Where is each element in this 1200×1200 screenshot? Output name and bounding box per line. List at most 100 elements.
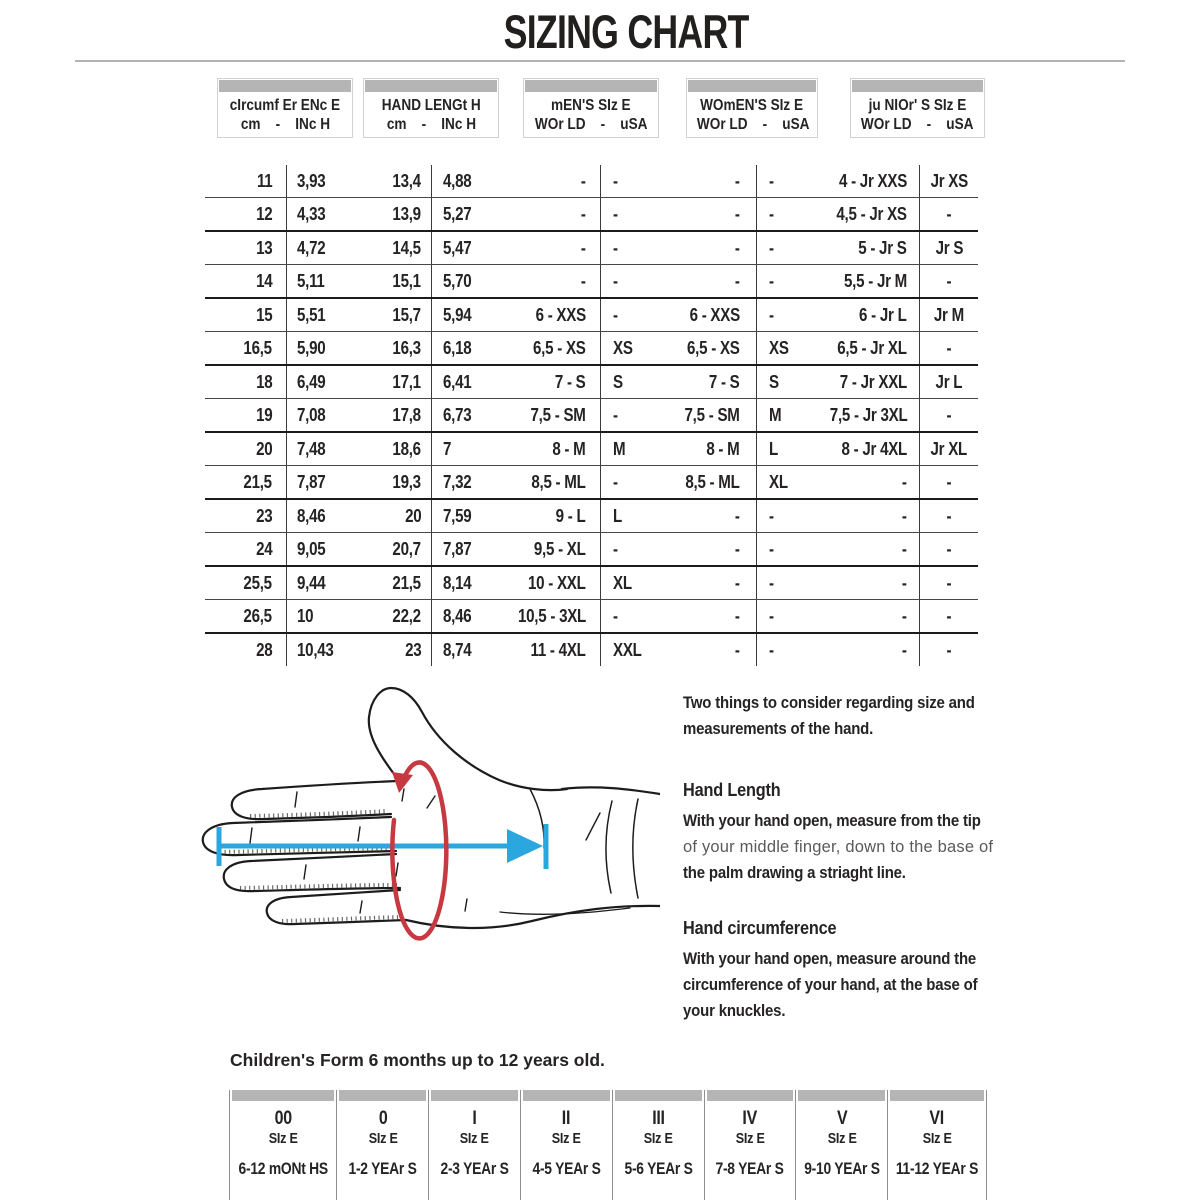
- header-group-circumference: cIrcumf Er ENc E cm - INc H: [217, 78, 353, 138]
- size-table-cell: -: [769, 505, 774, 526]
- size-table-cell: 14: [205, 265, 287, 297]
- header-group-hand-length: HAND LENGt H cm - INc H: [363, 78, 499, 138]
- size-table-cell: 8,46: [443, 605, 472, 626]
- children-size-word: SIz E: [268, 1130, 298, 1147]
- size-table-cell: -: [946, 605, 952, 626]
- size-table-row: 20 7,48 18,6 7 8 - M M 8 - M L 8 - Jr 4XL Jr XL: [205, 433, 978, 466]
- size-table-cell: 7,32: [443, 471, 472, 492]
- size-table-cell: 6,5 - Jr XL: [815, 332, 920, 364]
- circumference-measure-ellipse: [390, 760, 449, 941]
- size-table-cell: -: [660, 600, 757, 632]
- size-table-cell: 9,44: [297, 572, 326, 593]
- guide-intro-line: Two things to consider regarding size an…: [683, 693, 975, 712]
- size-table-row: 15 5,51 15,7 5,94 6 - XXS -6 - XXS -6 - Jr L Jr…: [205, 299, 978, 332]
- size-table-cell: 6,49: [297, 371, 326, 392]
- size-table-cell: 7,59: [443, 505, 472, 526]
- size-table-cell: -: [613, 270, 618, 291]
- size-table-cell: 17,1: [362, 366, 432, 398]
- size-table-cell: -: [946, 270, 952, 291]
- size-table-cell: -: [613, 471, 618, 492]
- size-table-cell: Jr XS: [930, 170, 968, 191]
- size-table-cell: L: [769, 438, 778, 459]
- size-table-cell: XXL: [613, 639, 642, 660]
- children-size-word: SIz E: [460, 1130, 490, 1147]
- size-table-cell: 5,27: [443, 203, 472, 224]
- size-table-cell: -: [769, 639, 774, 660]
- size-table-cell: -: [946, 471, 952, 492]
- size-table-cell: 6,41: [443, 371, 472, 392]
- guide-text-line: your knuckles.: [683, 1001, 786, 1020]
- children-age-range: 4-5 YEAr S: [532, 1160, 601, 1178]
- header-gray-bar: [688, 80, 816, 92]
- size-table-cell: Jr XL: [930, 438, 968, 459]
- size-table-cell: 25,5: [205, 567, 287, 599]
- children-size-column: I SIz E 2-3 YEAr S: [429, 1090, 521, 1200]
- size-table-cell: 5,5 - Jr M: [815, 265, 920, 297]
- size-table-cell: 7,48: [297, 438, 326, 459]
- size-table-cell: -: [613, 170, 618, 191]
- size-table-cell: -: [613, 605, 618, 626]
- size-table-cell: Jr M: [933, 304, 965, 325]
- size-table-cell: 8,46: [297, 505, 326, 526]
- children-size-word: SIz E: [551, 1130, 581, 1147]
- column-gray-bar: [431, 1090, 518, 1101]
- size-table-cell: 8 - M: [510, 433, 601, 465]
- size-table-cell: 5 - Jr S: [815, 232, 920, 264]
- group-name: WOmEN'S SIz E: [700, 97, 804, 114]
- size-table-cell: 22,2: [362, 600, 432, 632]
- size-table-cell: -: [769, 605, 774, 626]
- column-gray-bar: [523, 1090, 610, 1101]
- size-table-row: 16,5 5,90 16,3 6,18 6,5 - XS XS 6,5 - XS XS 6,5 …: [205, 332, 978, 366]
- children-size-word: SIz E: [643, 1130, 673, 1147]
- size-table-cell: 7,5 - SM: [510, 399, 601, 431]
- size-table-cell: 6,73: [443, 404, 472, 425]
- children-size-column: VI SIz E 11-12 YEAr S: [888, 1090, 988, 1200]
- column-gray-bar: [614, 1090, 702, 1101]
- children-size-label: V: [836, 1108, 848, 1129]
- column-gray-bar: [798, 1090, 886, 1101]
- size-table-cell: -: [769, 538, 774, 559]
- children-size-label: I: [472, 1108, 477, 1129]
- size-table-cell: 8,5 - ML: [510, 466, 601, 498]
- children-size-column: 0 SIz E 1-2 YEAr S: [337, 1090, 430, 1200]
- size-table-cell: -: [815, 533, 920, 565]
- size-table-cell: -: [815, 634, 920, 666]
- children-size-column: IV SIz E 7-8 YEAr S: [705, 1090, 797, 1200]
- size-table-cell: -: [946, 639, 952, 660]
- size-table-cell: -: [815, 567, 920, 599]
- size-table-cell: -: [815, 466, 920, 498]
- guide-intro: Two things to consider regarding size an…: [683, 690, 1015, 742]
- group-name: HAND LENGt H: [381, 97, 481, 114]
- size-table-row: 18 6,49 17,1 6,41 7 - S S 7 - S S 7 - Jr XXL Jr L: [205, 366, 978, 399]
- size-table-cell: 7,5 - Jr 3XL: [815, 399, 920, 431]
- size-table-cell: -: [660, 500, 757, 532]
- size-table-cell: 12: [205, 198, 287, 230]
- size-table-cell: 10,5 - 3XL: [510, 600, 601, 632]
- size-table-cell: 7,87: [297, 471, 326, 492]
- size-table-cell: 13,4: [362, 165, 432, 197]
- size-table-cell: -: [613, 304, 618, 325]
- column-gray-bar: [232, 1090, 335, 1101]
- children-size-column: II SIz E 4-5 YEAr S: [521, 1090, 613, 1200]
- size-table-cell: 26,5: [205, 600, 287, 632]
- size-table-cell: -: [613, 538, 618, 559]
- size-table: 11 3,93 13,4 4,88- - - -4 - Jr XXS Jr XS 12 4,33 1…: [205, 165, 978, 666]
- circumference-arrowhead: [392, 772, 413, 793]
- size-table-cell: 7,5 - SM: [660, 399, 757, 431]
- size-table-cell: 14,5: [362, 232, 432, 264]
- title-divider: [75, 60, 1125, 62]
- children-size-column: III SIz E 5-6 YEAr S: [613, 1090, 705, 1200]
- size-table-cell: 17,8: [362, 399, 432, 431]
- size-table-cell: 10 - XXL: [510, 567, 601, 599]
- hand-outline: [201, 686, 660, 930]
- size-table-cell: -: [946, 505, 952, 526]
- size-table-row: 19 7,08 17,8 6,73 7,5 - SM -7,5 - SM M 7,5 - Jr…: [205, 399, 978, 433]
- size-table-cell: 18,6: [362, 433, 432, 465]
- size-table-cell: M: [769, 404, 782, 425]
- children-size-word: SIz E: [827, 1130, 857, 1147]
- size-table-cell: -: [613, 237, 618, 258]
- children-size-word: SIz E: [735, 1130, 765, 1147]
- size-table-cell: 24: [205, 533, 287, 565]
- children-size-label: II: [562, 1108, 571, 1129]
- children-size-label: 0: [378, 1108, 388, 1129]
